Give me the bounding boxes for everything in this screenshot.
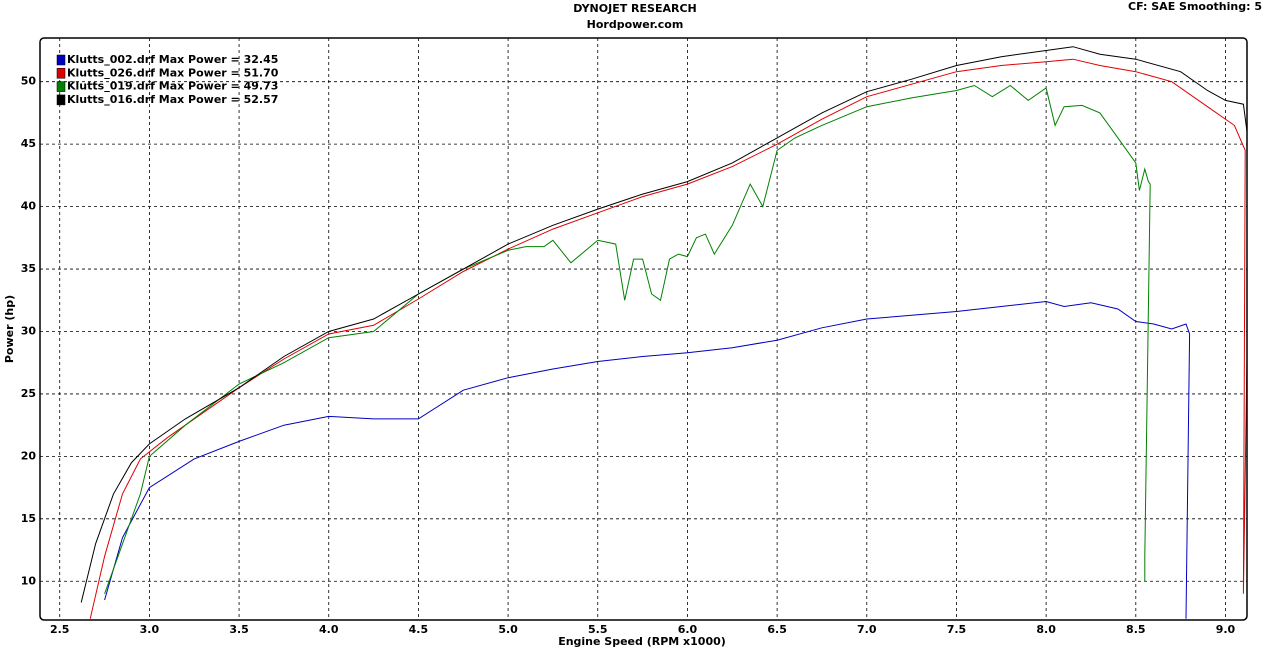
x-tick-label: 7.0 [857,623,877,636]
legend-label: Klutts_019.drf Max Power = 49.73 [67,80,278,93]
legend-label: Klutts_016.drf Max Power = 52.57 [67,93,278,106]
y-tick-label: 50 [21,75,37,88]
y-tick-label: 15 [21,512,36,525]
chart-title: DYNOJET RESEARCH [573,2,696,15]
y-tick-label: 25 [21,387,36,400]
x-axis-label: Engine Speed (RPM x1000) [558,635,726,648]
x-tick-label: 2.5 [50,623,70,636]
plot-border [39,37,1248,621]
power-line [89,58,1247,619]
legend-swatch [56,68,66,79]
legend-swatch [56,54,66,66]
legend-label: Klutts_026.drf Max Power = 51.70 [67,66,279,79]
x-tick-label: 4.0 [319,623,339,636]
y-tick-label: 10 [21,574,37,587]
legend-label: Klutts_002.drf Max Power = 32.45 [67,53,278,66]
x-tick-label: 7.5 [947,623,967,636]
settings-note: CF: SAE Smoothing: 5 [1128,0,1262,13]
y-tick-label: 35 [21,262,36,275]
y-tick-label: 45 [21,137,36,150]
x-tick-label: 3.5 [229,623,249,636]
x-tick-label: 8.0 [1036,623,1056,636]
legend-swatch [56,81,66,92]
plot-area [40,38,1247,620]
x-tick-label: 5.0 [498,623,518,636]
y-tick-label: 30 [21,324,37,337]
power-line [104,300,1191,619]
power-line [80,46,1247,603]
x-tick-label: 5.5 [588,623,608,636]
x-tick-label: 8.5 [1126,623,1146,636]
x-tick-label: 9.0 [1216,623,1236,636]
chart-subtitle: Hordpower.com [587,18,684,31]
y-axis-label: Power (hp) [3,295,16,363]
x-tick-label: 4.5 [409,623,429,636]
x-tick-label: 3.0 [140,623,160,636]
x-tick-label: 6.0 [678,623,698,636]
x-tick-label: 6.5 [767,623,787,636]
y-tick-label: 40 [21,200,37,213]
y-tick-label: 20 [21,449,37,462]
legend-swatch [56,94,66,106]
